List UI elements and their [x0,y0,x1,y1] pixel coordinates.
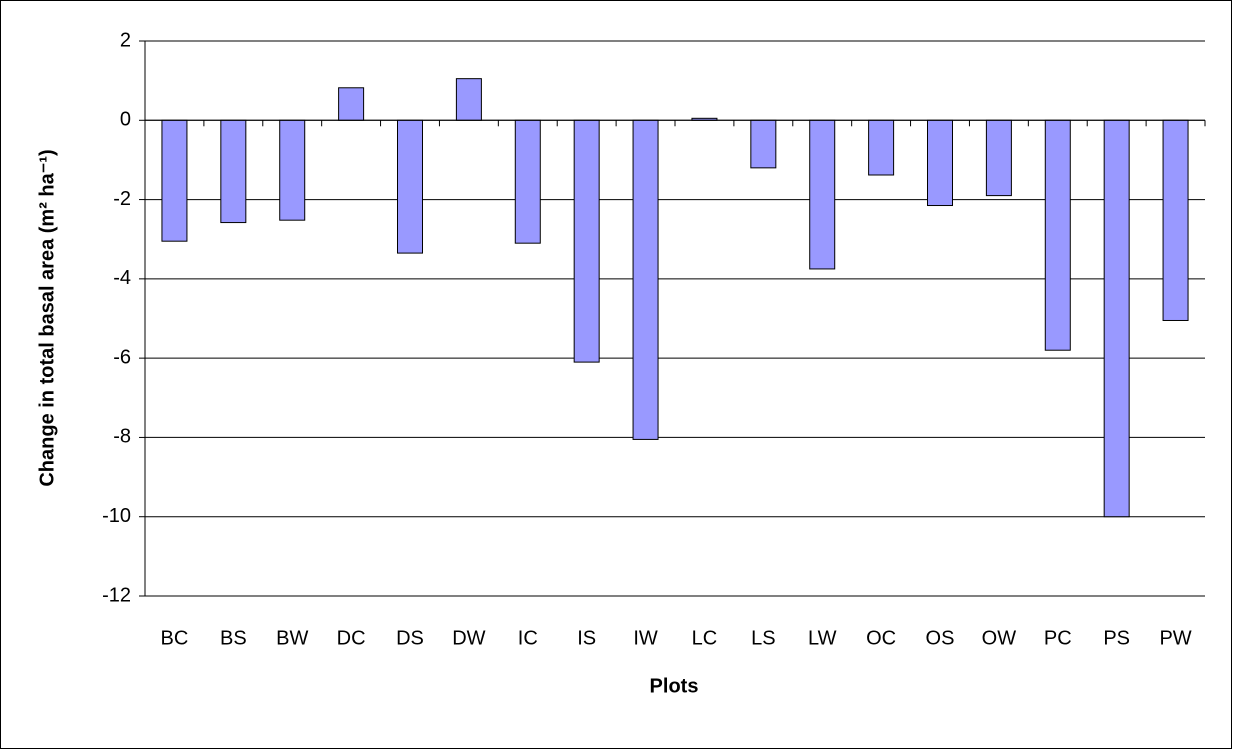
x-tick-label: IS [577,627,596,649]
y-tick-label: 0 [120,109,131,131]
y-tick-label: -12 [102,584,131,606]
x-tick-label: BS [220,627,247,649]
bar [397,119,423,254]
bar [632,119,659,440]
x-tick-label: DW [452,627,485,649]
bar [338,87,365,121]
x-tick-label: OC [866,627,896,649]
x-tick-label: LS [751,627,775,649]
x-tick-label: PC [1044,627,1072,649]
y-tick-label: -10 [102,505,131,527]
x-tick-label: BC [161,627,189,649]
bar [514,119,541,244]
y-tick-label: -4 [113,267,131,289]
bar [573,119,600,363]
x-tick-label: DS [396,627,424,649]
bar [279,119,306,221]
y-tick-label: 2 [120,29,131,51]
bar [868,119,895,176]
x-tick-label: LW [808,627,837,649]
bar [220,119,247,224]
y-tick-label: -8 [113,426,131,448]
bar [927,119,953,207]
bar [809,119,836,270]
x-tick-label: IC [518,627,538,649]
bar [1162,119,1189,321]
x-tick-label: LC [692,627,718,649]
x-axis-label: Plots [650,675,699,697]
bar [455,78,482,121]
bar [985,119,1012,197]
bar [750,119,777,169]
x-tick-label: IW [633,627,658,649]
y-tick-label: -6 [113,346,131,368]
x-tick-label: BW [276,627,308,649]
y-tick-label: -2 [113,188,131,210]
x-tick-label: OS [926,627,955,649]
bar [161,119,188,242]
x-tick-label: DC [337,627,366,649]
bar [1103,119,1130,518]
x-tick-label: PS [1103,627,1130,649]
y-axis-label: Change in total basal area (m² ha⁻¹) [36,149,58,486]
x-tick-label: PW [1159,627,1191,649]
bar [1044,119,1071,351]
x-tick-label: OW [982,627,1017,649]
